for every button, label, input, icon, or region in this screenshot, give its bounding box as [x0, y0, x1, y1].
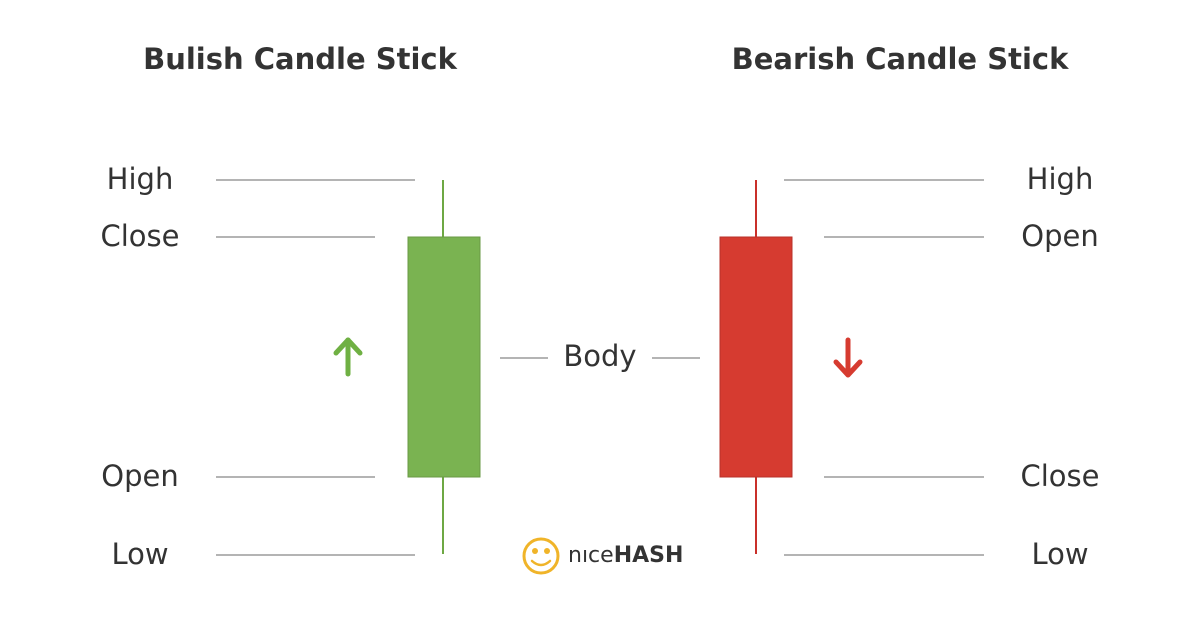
logo-text: nıceHASH: [568, 543, 683, 568]
bearish-low-label: Low: [1031, 537, 1088, 571]
bearish-body: [719, 236, 793, 478]
logo-eye: [544, 548, 550, 554]
logo-icon: [522, 537, 560, 575]
logo-light: nıce: [568, 543, 614, 568]
up-arrow: [333, 337, 363, 377]
bearish-open-label: Open: [1021, 219, 1098, 253]
bullish-open-label: Open: [101, 459, 178, 493]
bullish-title: Bulish Candle Stick: [143, 42, 457, 76]
down-arrow: [833, 337, 863, 378]
logo-bold: HASH: [614, 543, 684, 568]
bearish-high-label: High: [1027, 162, 1094, 196]
logo: nıceHASH: [522, 537, 683, 575]
bearish-title: Bearish Candle Stick: [732, 42, 1069, 76]
body-label: Body: [563, 339, 636, 373]
bullish-close-label: Close: [101, 219, 180, 253]
logo-eye: [532, 548, 538, 554]
bearish-close-label: Close: [1021, 459, 1100, 493]
bullish-body: [407, 236, 481, 478]
bullish-high-label: High: [107, 162, 174, 196]
bullish-low-label: Low: [111, 537, 168, 571]
logo-smile: [530, 559, 552, 567]
